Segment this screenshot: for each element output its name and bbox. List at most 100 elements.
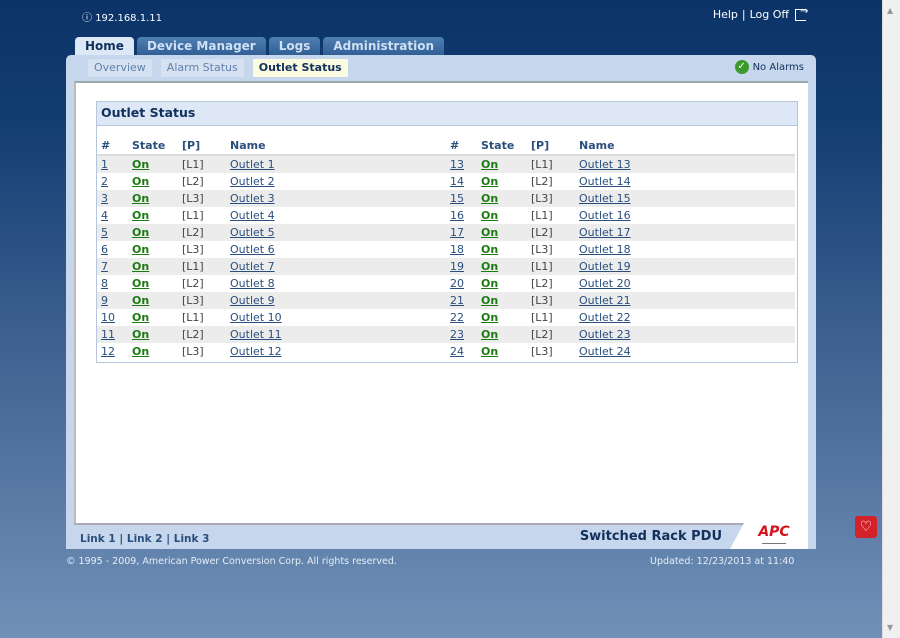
tab-home[interactable]: Home [75,37,134,57]
scroll-down-icon[interactable]: ▼ [887,623,894,632]
tab-administration[interactable]: Administration [323,37,445,55]
outlet-state-link[interactable]: On [481,175,499,188]
heart-icon[interactable]: ♡ [855,516,877,538]
outlet-number-link[interactable]: 21 [450,294,464,307]
outlet-name-link[interactable]: Outlet 4 [230,209,275,222]
outlet-number-link[interactable]: 6 [101,243,108,256]
outlet-number-link[interactable]: 13 [450,158,464,171]
outlet-state-link[interactable]: On [481,209,499,222]
outlet-state-link[interactable]: On [481,226,499,239]
outlet-state-link[interactable]: On [481,294,499,307]
outlet-number-link[interactable]: 3 [101,192,108,205]
outlet-phase: [L3] [531,243,553,256]
outlet-state-link[interactable]: On [132,345,150,358]
outlet-phase: [L3] [182,192,204,205]
outlet-name-link[interactable]: Outlet 7 [230,260,275,273]
outlet-phase: [L2] [182,277,204,290]
link-2[interactable]: Link 2 [126,533,163,545]
outlet-state-link[interactable]: On [132,260,150,273]
help-link[interactable]: Help [712,8,738,21]
outlet-state-link[interactable]: On [481,311,499,324]
outlet-number-link[interactable]: 20 [450,277,464,290]
outlet-number-link[interactable]: 5 [101,226,108,239]
outlet-number-link[interactable]: 8 [101,277,108,290]
outlet-number-link[interactable]: 10 [101,311,115,324]
header-state: State [481,139,515,152]
outlet-name-link[interactable]: Outlet 21 [579,294,631,307]
outlet-state-link[interactable]: On [481,243,499,256]
outlet-number-link[interactable]: 23 [450,328,464,341]
logoff-icon[interactable] [795,6,808,21]
outlet-name-link[interactable]: Outlet 22 [579,311,631,324]
outlet-name-link[interactable]: Outlet 13 [579,158,631,171]
outlet-state-link[interactable]: On [481,158,499,171]
outlet-number-link[interactable]: 15 [450,192,464,205]
outlet-name-link[interactable]: Outlet 1 [230,158,275,171]
outlet-name-link[interactable]: Outlet 19 [579,260,631,273]
outlet-phase: [L3] [182,345,204,358]
outlet-number-link[interactable]: 22 [450,311,464,324]
scrollbar[interactable]: ▲ ▼ [882,0,900,638]
outlet-number-link[interactable]: 17 [450,226,464,239]
alarm-indicator[interactable]: ✓ No Alarms [734,60,804,74]
outlet-name-link[interactable]: Outlet 24 [579,345,631,358]
outlet-name-link[interactable]: Outlet 17 [579,226,631,239]
outlet-state-link[interactable]: On [132,158,150,171]
link-1[interactable]: Link 1 [80,533,116,545]
outlet-state-link[interactable]: On [481,192,499,205]
outlet-number-link[interactable]: 7 [101,260,108,273]
outlet-name-link[interactable]: Outlet 6 [230,243,275,256]
subtab-outlet-status[interactable]: Outlet Status [252,59,348,77]
outlet-number-link[interactable]: 19 [450,260,464,273]
outlet-number-link[interactable]: 18 [450,243,464,256]
table-row: 9 On [L3] Outlet 9 [97,292,446,309]
outlet-number-link[interactable]: 12 [101,345,115,358]
outlet-name-link[interactable]: Outlet 16 [579,209,631,222]
outlet-name-link[interactable]: Outlet 12 [230,345,282,358]
outlet-state-link[interactable]: On [132,209,150,222]
outlet-state-link[interactable]: On [481,260,499,273]
outlet-state-link[interactable]: On [481,345,499,358]
outlet-number-link[interactable]: 1 [101,158,108,171]
outlet-number-link[interactable]: 2 [101,175,108,188]
outlet-number-link[interactable]: 11 [101,328,115,341]
subtab-overview[interactable]: Overview [88,59,152,77]
outlet-table: # State [P] Name 1 On [L1] Outlet 1 2 On [L2] Outle… [97,126,797,360]
outlet-state-link[interactable]: On [481,328,499,341]
outlet-state-link[interactable]: On [132,175,150,188]
outlet-state-link[interactable]: On [132,277,150,290]
outlet-number-link[interactable]: 16 [450,209,464,222]
outlet-name-link[interactable]: Outlet 5 [230,226,275,239]
outlet-name-link[interactable]: Outlet 3 [230,192,275,205]
scroll-up-icon[interactable]: ▲ [887,6,894,15]
outlet-state-link[interactable]: On [481,277,499,290]
subtab-alarm-status[interactable]: Alarm Status [160,59,244,77]
main-panel: Overview Alarm Status Outlet Status ✓ No… [66,55,816,549]
outlet-name-link[interactable]: Outlet 8 [230,277,275,290]
outlet-state-link[interactable]: On [132,294,150,307]
outlet-number-link[interactable]: 9 [101,294,108,307]
outlet-name-link[interactable]: Outlet 9 [230,294,275,307]
outlet-state-link[interactable]: On [132,311,150,324]
table-row: 7 On [L1] Outlet 7 [97,258,446,275]
outlet-state-link[interactable]: On [132,226,150,239]
outlet-state-link[interactable]: On [132,328,150,341]
outlet-state-link[interactable]: On [132,192,150,205]
outlet-name-link[interactable]: Outlet 2 [230,175,275,188]
logoff-link[interactable]: Log Off [749,8,789,21]
outlet-name-link[interactable]: Outlet 14 [579,175,631,188]
outlet-number-link[interactable]: 14 [450,175,464,188]
tab-device-manager[interactable]: Device Manager [136,37,266,55]
outlet-name-link[interactable]: Outlet 18 [579,243,631,256]
outlet-name-link[interactable]: Outlet 11 [230,328,282,341]
outlet-name-link[interactable]: Outlet 10 [230,311,282,324]
outlet-number-link[interactable]: 4 [101,209,108,222]
outlet-state-link[interactable]: On [132,243,150,256]
outlet-phase: [L1] [531,260,553,273]
link-3[interactable]: Link 3 [173,533,210,545]
tab-logs[interactable]: Logs [268,37,321,55]
outlet-name-link[interactable]: Outlet 23 [579,328,631,341]
outlet-name-link[interactable]: Outlet 20 [579,277,631,290]
outlet-name-link[interactable]: Outlet 15 [579,192,631,205]
outlet-number-link[interactable]: 24 [450,345,464,358]
